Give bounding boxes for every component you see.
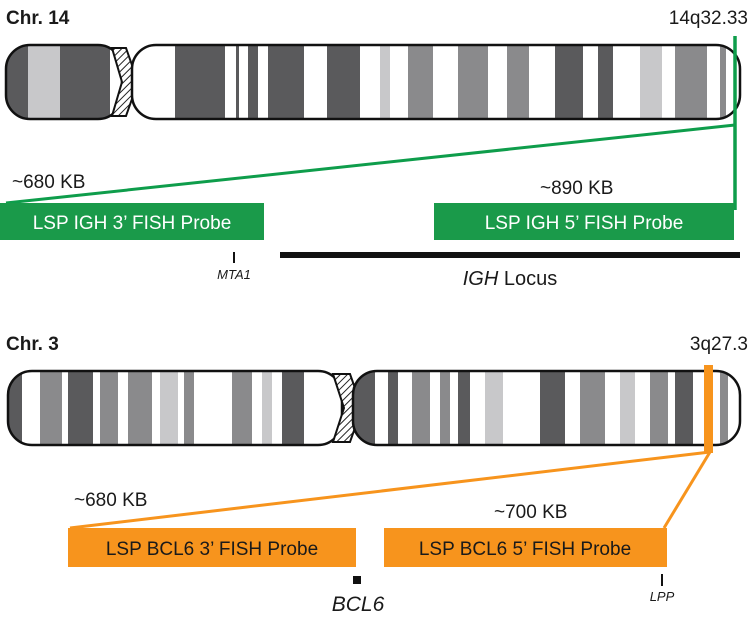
- chr3-zoom-line-right: [662, 451, 712, 529]
- chr14-q-arm: [132, 45, 740, 119]
- igh-locus-bar: [280, 252, 740, 258]
- bcl6-marker: [353, 576, 361, 584]
- chr14-probe-5prime: LSP IGH 5’ FISH Probe: [434, 203, 734, 240]
- bcl6-label: BCL6: [332, 593, 385, 616]
- chr3-zoom-line-left: [69, 450, 711, 530]
- chr3-probe-5prime-label: LSP BCL6 5’ FISH Probe: [419, 539, 631, 560]
- igh-locus-label: IGH Locus: [463, 268, 558, 290]
- chr14-probe-3prime-label: LSP IGH 3’ FISH Probe: [33, 213, 232, 234]
- chr14-size-5prime: ~890 KB: [540, 178, 613, 199]
- chr3-q-arm: [353, 371, 740, 445]
- chr3-probe-3prime: LSP BCL6 3’ FISH Probe: [68, 528, 356, 567]
- chr14-ideogram: [4, 43, 742, 121]
- chr3-band-highlight: [704, 365, 713, 453]
- chr14-probe-3prime: LSP IGH 3’ FISH Probe: [0, 203, 264, 240]
- chr14-p-arm: [6, 45, 122, 119]
- chr3-zoom-lines: [69, 450, 712, 530]
- chr3-p-arm: [8, 371, 342, 445]
- chr3-probe-3prime-label: LSP BCL6 3’ FISH Probe: [106, 539, 318, 560]
- chr14-zoom-lines: [5, 36, 737, 210]
- chr14-probe-5prime-label: LSP IGH 5’ FISH Probe: [485, 213, 684, 234]
- chr3-band-label: 3q27.3: [690, 334, 748, 355]
- chr3-section: Chr. 3 3q27.3: [6, 334, 748, 616]
- igh-gene-name: IGH: [463, 268, 499, 290]
- chr3-size-3prime: ~680 KB: [74, 490, 147, 511]
- chr14-section: Chr. 14 14q32.33: [0, 8, 748, 290]
- chr14-title: Chr. 14: [6, 8, 70, 29]
- chr3-size-5prime: ~700 KB: [494, 502, 567, 523]
- lpp-label: LPP: [650, 589, 675, 604]
- igh-locus-word: Locus: [498, 268, 557, 290]
- chr14-size-3prime: ~680 KB: [12, 172, 85, 193]
- chr14-band-label: 14q32.33: [669, 8, 748, 29]
- mta1-label: MTA1: [217, 267, 251, 282]
- chr14-zoom-line-left: [5, 123, 736, 205]
- chr3-probe-5prime: LSP BCL6 5’ FISH Probe: [384, 528, 667, 567]
- chr3-title: Chr. 3: [6, 334, 59, 355]
- chr3-ideogram: [6, 365, 742, 453]
